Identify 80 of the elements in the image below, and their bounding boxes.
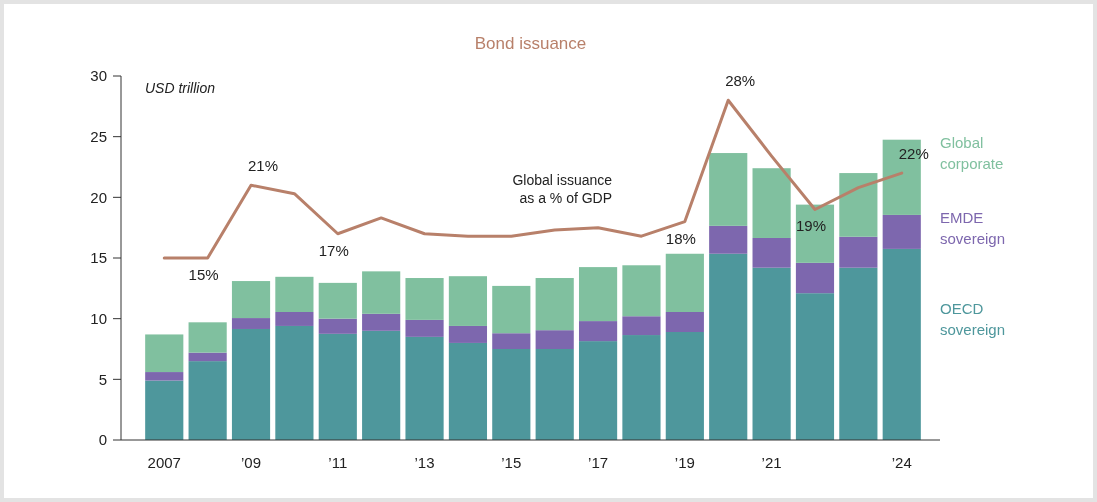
- bar: [839, 267, 878, 440]
- bar: [188, 322, 227, 353]
- chart-title: Bond issuance: [474, 34, 587, 53]
- x-tick-label: ’17: [588, 454, 609, 471]
- bar: [231, 281, 271, 319]
- bar: [448, 342, 488, 440]
- bar: [188, 361, 227, 440]
- bar: [535, 278, 574, 331]
- data-label: 21%: [248, 157, 279, 175]
- bar: [795, 293, 835, 440]
- bar: [622, 265, 661, 317]
- data-label: 28%: [725, 72, 756, 90]
- bar: [492, 285, 531, 334]
- bar: [709, 225, 748, 254]
- bar: [275, 325, 314, 440]
- x-tick-label: ’24: [891, 454, 912, 471]
- y-tick-label: 5: [98, 370, 107, 388]
- bar: [535, 349, 574, 440]
- bar: [275, 276, 314, 312]
- series-label: OECD sovereign: [940, 300, 1006, 339]
- bar: [492, 333, 531, 349]
- x-tick-label: ’09: [241, 454, 262, 471]
- y-tick-label: 30: [90, 67, 107, 85]
- x-tick-label: ’13: [414, 454, 435, 471]
- bar: [448, 325, 488, 343]
- x-tick-label: 2007: [147, 454, 181, 471]
- bar: [405, 319, 444, 337]
- series-label: Global corporate: [940, 133, 1004, 172]
- bar: [188, 352, 227, 362]
- bar: [752, 267, 791, 440]
- bar: [318, 333, 357, 440]
- data-label: 18%: [665, 229, 696, 247]
- series-label: Global issuance as a % of GDP: [512, 172, 613, 207]
- bar: [318, 318, 357, 334]
- bar: [231, 318, 271, 329]
- bar: [752, 237, 791, 268]
- bar: [622, 335, 661, 440]
- bar: [231, 328, 271, 440]
- x-tick-label: ’11: [328, 454, 348, 471]
- bar: [839, 236, 878, 268]
- bar: [882, 214, 921, 249]
- bar: [709, 153, 748, 226]
- bar: [448, 276, 488, 326]
- bar: [405, 336, 444, 440]
- bar: [752, 168, 791, 238]
- x-tick-label: ’19: [674, 454, 695, 471]
- y-tick-label: 25: [90, 127, 107, 145]
- bar: [578, 341, 618, 440]
- data-label: 19%: [795, 217, 826, 235]
- series-label: EMDE sovereign: [940, 208, 1006, 247]
- bar: [405, 278, 444, 320]
- bar: [145, 380, 184, 440]
- bar: [362, 271, 401, 314]
- bar: [665, 253, 704, 312]
- bar: [839, 173, 878, 237]
- bar: [665, 311, 704, 333]
- x-tick-label: ’21: [761, 454, 782, 471]
- bar: [145, 372, 184, 381]
- bar: [362, 313, 401, 331]
- data-label: 17%: [318, 241, 349, 259]
- y-tick-label: 10: [90, 309, 107, 327]
- bar: [535, 330, 574, 349]
- bar: [318, 282, 357, 319]
- bar: [492, 349, 531, 440]
- bar: [622, 316, 661, 336]
- bar: [578, 321, 618, 342]
- y-tick-label: 0: [98, 431, 107, 449]
- bar: [795, 262, 835, 294]
- y-axis-title: USD trillion: [145, 80, 216, 96]
- data-label: 15%: [188, 266, 219, 283]
- bar: [362, 330, 401, 440]
- y-tick-label: 15: [90, 249, 107, 267]
- y-tick-label: 20: [90, 188, 107, 206]
- bar: [145, 334, 184, 373]
- bar: [882, 248, 921, 440]
- bar: [665, 332, 704, 440]
- bar: [709, 253, 748, 440]
- bar: [578, 267, 618, 322]
- x-tick-label: ’15: [501, 454, 522, 471]
- bar: [275, 311, 314, 326]
